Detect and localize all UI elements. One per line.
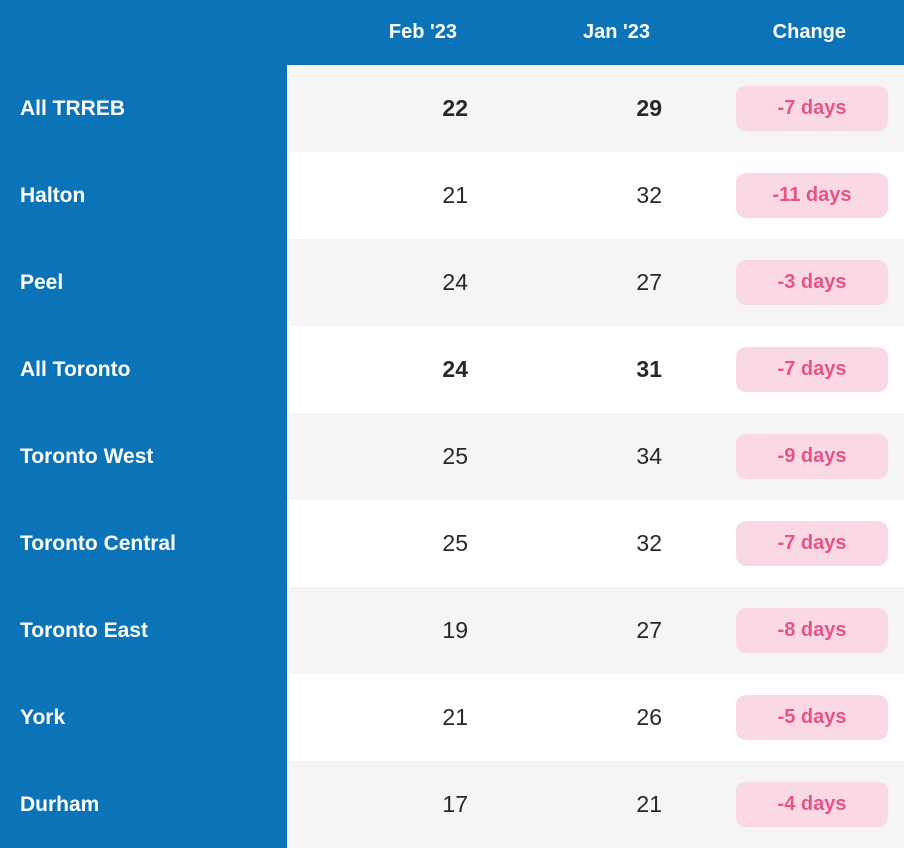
change-cell: -5 days <box>672 674 904 761</box>
feb-value: 21 <box>442 704 468 730</box>
feb-value: 22 <box>442 95 468 121</box>
change-badge: -7 days <box>736 521 888 566</box>
jan-value: 26 <box>636 704 662 730</box>
jan-value: 27 <box>636 617 662 643</box>
jan-value: 21 <box>636 791 662 817</box>
header-jan-23: Jan '23 <box>582 21 650 43</box>
feb-value: 24 <box>442 356 468 382</box>
header-feb-23: Feb '23 <box>388 21 457 43</box>
region-label: Peel <box>0 239 287 326</box>
jan-value: 29 <box>636 95 662 121</box>
table-row: Toronto Central 25 32 -7 days <box>0 500 904 587</box>
change-badge: -4 days <box>736 782 888 827</box>
change-cell: -7 days <box>672 326 904 413</box>
feb-value: 17 <box>442 791 468 817</box>
region-label: Halton <box>0 152 287 239</box>
header-change: Change <box>772 21 846 43</box>
change-cell: -7 days <box>672 65 904 152</box>
jan-value: 32 <box>636 530 662 556</box>
table-row: Durham 17 21 -4 days <box>0 761 904 848</box>
region-label: York <box>0 674 287 761</box>
table-row: Halton 21 32 -11 days <box>0 152 904 239</box>
region-label: Toronto Central <box>0 500 287 587</box>
table-row: Toronto East 19 27 -8 days <box>0 587 904 674</box>
table-header-row: Feb '23 Jan '23 Change <box>0 0 904 65</box>
table-row: All TRREB 22 29 -7 days <box>0 65 904 152</box>
change-badge: -7 days <box>736 347 888 392</box>
feb-value: 25 <box>442 443 468 469</box>
change-cell: -8 days <box>672 587 904 674</box>
change-badge: -11 days <box>736 173 888 218</box>
change-cell: -7 days <box>672 500 904 587</box>
region-label: All TRREB <box>0 65 287 152</box>
region-label: All Toronto <box>0 326 287 413</box>
change-cell: -4 days <box>672 761 904 848</box>
region-label: Durham <box>0 761 287 848</box>
feb-value: 21 <box>442 182 468 208</box>
region-label: Toronto West <box>0 413 287 500</box>
jan-value: 34 <box>636 443 662 469</box>
change-badge: -9 days <box>736 434 888 479</box>
feb-value: 19 <box>442 617 468 643</box>
change-cell: -3 days <box>672 239 904 326</box>
table-row: Peel 24 27 -3 days <box>0 239 904 326</box>
jan-value: 32 <box>636 182 662 208</box>
feb-value: 24 <box>442 269 468 295</box>
change-badge: -7 days <box>736 86 888 131</box>
table-body: All TRREB 22 29 -7 days Halton 21 32 -11… <box>0 65 904 848</box>
jan-value: 27 <box>636 269 662 295</box>
change-cell: -11 days <box>672 152 904 239</box>
change-badge: -8 days <box>736 608 888 653</box>
feb-value: 25 <box>442 530 468 556</box>
change-badge: -3 days <box>736 260 888 305</box>
jan-value: 31 <box>636 356 662 382</box>
table-row: All Toronto 24 31 -7 days <box>0 326 904 413</box>
change-badge: -5 days <box>736 695 888 740</box>
header-region <box>0 0 287 65</box>
table-row: York 21 26 -5 days <box>0 674 904 761</box>
table-row: Toronto West 25 34 -9 days <box>0 413 904 500</box>
change-cell: -9 days <box>672 413 904 500</box>
region-label: Toronto East <box>0 587 287 674</box>
